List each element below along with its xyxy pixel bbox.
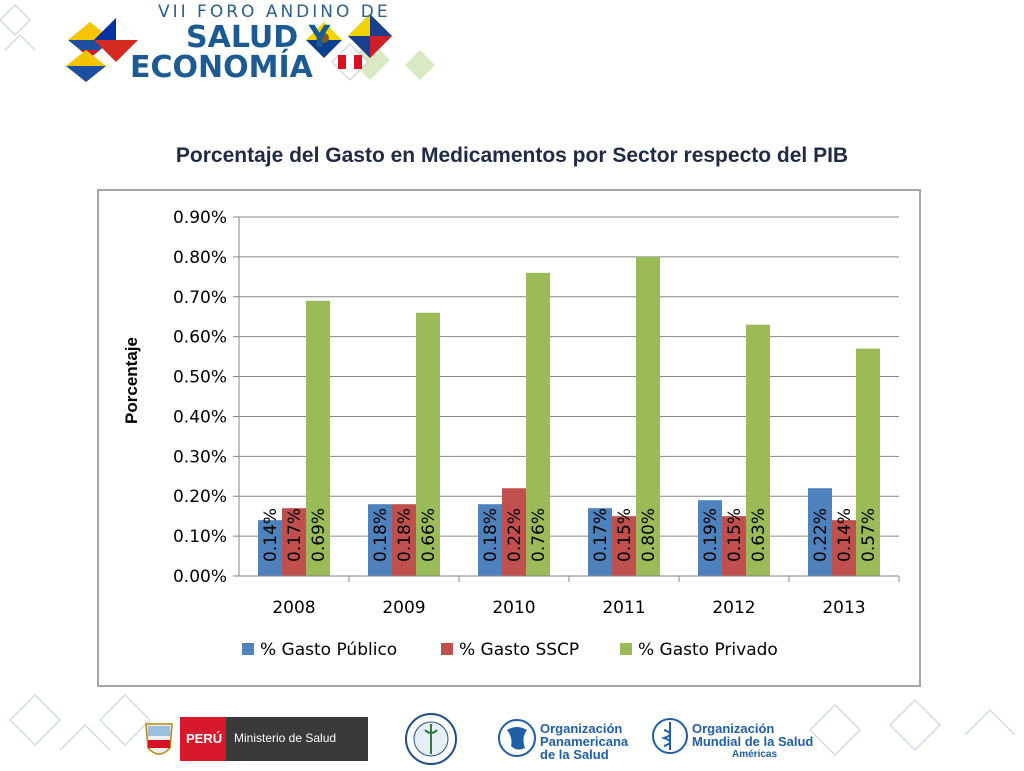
bar-% Gasto Público (258, 520, 282, 576)
forum-logo: VII FORO ANDINO DE SALUD Y ECONOMÍA (38, 0, 438, 88)
flag-diamond-icon (348, 14, 392, 58)
forum-top-text: VII FORO ANDINO DE (158, 2, 391, 22)
data-label: 0.57% (859, 508, 879, 562)
minsa-label: Ministerio de Salud (234, 731, 337, 745)
legend-swatch (242, 643, 254, 655)
bar-% Gasto Privado (856, 348, 880, 576)
bar-% Gasto SSCP (722, 516, 746, 576)
data-label: 0.63% (749, 508, 769, 562)
y-tick-label: 0.40% (173, 407, 227, 427)
paho-text: Organización Panamericana de la Salud (540, 722, 628, 761)
paho-globe-icon (497, 716, 537, 765)
y-tick-label: 0.90% (173, 208, 227, 228)
legend-swatch (441, 643, 453, 655)
paho-line3: de la Salud (540, 747, 609, 762)
bar-% Gasto Privado (416, 312, 440, 576)
y-tick-label: 0.30% (173, 447, 227, 467)
bar-% Gasto Público (808, 488, 832, 576)
peru-coat-of-arms-icon (142, 718, 176, 767)
y-tick-label: 0.50% (173, 368, 227, 388)
y-axis-title: Porcentaje (122, 337, 141, 424)
who-line3: Américas (732, 749, 778, 760)
data-label: 0.80% (639, 508, 659, 562)
data-label: 0.17% (591, 508, 611, 562)
x-tick-label: 2013 (822, 598, 865, 618)
decorative-pattern-bottom-left (0, 690, 160, 768)
bar-% Gasto Privado (306, 300, 330, 576)
x-tick-label: 2010 (492, 598, 535, 618)
bar-% Gasto Público (588, 508, 612, 576)
data-label: 0.22% (811, 508, 831, 562)
flag-diamond-icon (306, 22, 342, 58)
data-label: 0.22% (505, 508, 525, 562)
forum-title-line1: SALUD Y (186, 20, 331, 55)
bar-% Gasto Privado (636, 256, 660, 576)
andean-health-org-seal-icon (404, 712, 458, 771)
legend-entry: % Gasto SSCP (459, 640, 579, 660)
data-label: 0.76% (529, 508, 549, 562)
y-tick-label: 0.00% (173, 567, 227, 587)
paho-line1: Organización (540, 721, 623, 736)
legend-entry: % Gasto Público (260, 640, 397, 660)
x-tick-label: 2009 (382, 598, 425, 618)
data-label: 0.17% (285, 508, 305, 562)
bar-% Gasto SSCP (612, 516, 636, 576)
peru-label: PERÚ (186, 731, 223, 746)
y-tick-label: 0.80% (173, 248, 227, 268)
data-label: 0.69% (309, 508, 329, 562)
chart-frame: 0.00% 0.10% 0.20% 0.30% 0.40% 0.50% 0.60% 0.70%… (97, 189, 921, 687)
bar-% Gasto SSCP (502, 488, 526, 576)
legend-swatch (620, 643, 632, 655)
flag-diamond-icon (66, 50, 106, 82)
who-emblem-icon (650, 716, 690, 761)
y-tick-label: 0.60% (173, 328, 227, 348)
bar-% Gasto SSCP (832, 520, 856, 576)
data-label: 0.14% (835, 508, 855, 562)
y-tick-label: 0.70% (173, 288, 227, 308)
data-label: 0.19% (701, 508, 721, 562)
bar-% Gasto Público (478, 504, 502, 576)
flag-diamond-icon (331, 43, 369, 81)
y-tick-label: 0.10% (173, 527, 227, 547)
data-label: 0.14% (261, 508, 281, 562)
data-label: 0.15% (725, 508, 745, 562)
forum-title-line2: ECONOMÍA (130, 50, 313, 85)
x-tick-label: 2008 (272, 598, 315, 618)
decorative-pattern-left (0, 0, 60, 60)
paho-line2: Panamericana (540, 734, 629, 749)
bar-% Gasto Público (698, 500, 722, 576)
who-line1: Organización (692, 721, 775, 736)
flag-diamond-icon (94, 18, 138, 62)
bar-% Gasto Privado (746, 324, 770, 576)
data-label: 0.18% (395, 508, 415, 562)
who-line2: Mundial de la Salud (692, 734, 814, 749)
data-label: 0.18% (371, 508, 391, 562)
bar-% Gasto SSCP (282, 508, 306, 576)
minsa-logo-red-block (180, 717, 226, 761)
decorative-pattern-bottom-right (800, 690, 1024, 768)
data-label: 0.15% (615, 508, 635, 562)
legend-entry: % Gasto Privado (638, 640, 778, 660)
bar-% Gasto SSCP (392, 504, 416, 576)
bar-chart: 0.00% 0.10% 0.20% 0.30% 0.40% 0.50% 0.60% 0.70%… (122, 208, 900, 660)
who-text: Organización Mundial de la Salud América… (692, 722, 813, 761)
page-title: Porcentaje del Gasto en Medicamentos por… (175, 144, 849, 167)
bar-% Gasto Público (368, 504, 392, 576)
bar-% Gasto Privado (526, 272, 550, 576)
data-label: 0.66% (419, 508, 439, 562)
x-tick-label: 2012 (712, 598, 755, 618)
y-tick-label: 0.20% (173, 487, 227, 507)
data-label: 0.18% (481, 508, 501, 562)
x-tick-label: 2011 (602, 598, 645, 618)
